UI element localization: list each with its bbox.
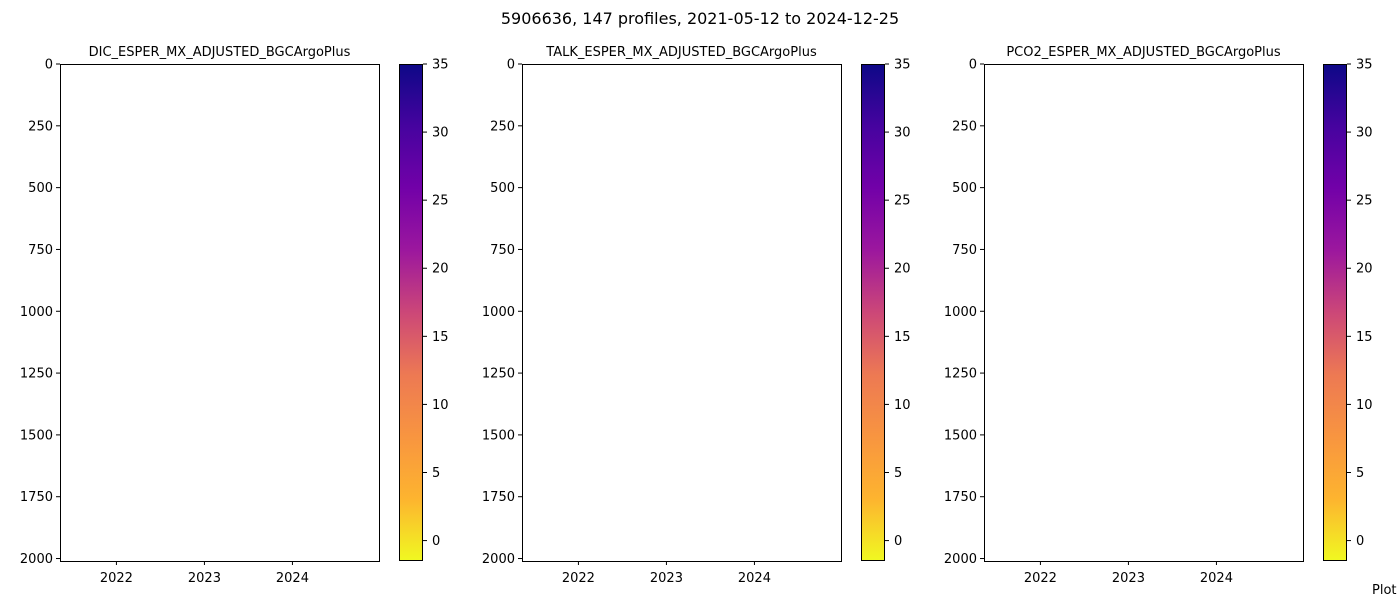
colorbar-tick-label: 20	[432, 262, 449, 277]
y-tick-label: 250	[490, 119, 515, 134]
y-tick-label: 500	[952, 181, 977, 196]
panels: DIC_ESPER_MX_ADJUSTED_BGCArgoPlus0250500…	[20, 45, 1373, 586]
colorbar-tick-label: 25	[894, 194, 911, 209]
colorbar-tick-label: 25	[1356, 194, 1373, 209]
y-tick-label: 2000	[944, 552, 977, 567]
y-tick-label: 250	[28, 119, 53, 134]
y-tick-label: 750	[490, 243, 515, 258]
y-tick-label: 750	[28, 243, 53, 258]
y-tick-label: 1000	[482, 305, 515, 320]
colorbar-tick-label: 0	[432, 534, 440, 549]
y-tick-label: 1000	[20, 305, 53, 320]
colorbar-tick-label: 25	[432, 194, 449, 209]
colorbar	[861, 64, 885, 561]
y-tick-label: 1750	[944, 490, 977, 505]
colorbar-tick-label: 0	[894, 534, 902, 549]
colorbar	[1323, 64, 1347, 561]
corner-text: Plot	[1372, 583, 1397, 598]
colorbar-tick-label: 5	[894, 466, 902, 481]
colorbar-tick-label: 15	[1356, 330, 1373, 345]
colorbar-tick-label: 5	[1356, 466, 1364, 481]
colorbar-tick-label: 10	[1356, 398, 1373, 413]
colorbar-tick-label: 10	[432, 398, 449, 413]
colorbar-tick-label: 30	[894, 126, 911, 141]
y-tick-label: 1500	[944, 428, 977, 443]
plot-frame	[522, 64, 842, 562]
colorbar-tick-label: 35	[894, 58, 911, 73]
y-tick-label: 1000	[944, 305, 977, 320]
y-tick-label: 750	[952, 243, 977, 258]
colorbar-tick-label: 15	[432, 330, 449, 345]
colorbar	[399, 64, 423, 561]
y-tick-label: 2000	[20, 552, 53, 567]
colorbar-frame	[1323, 64, 1347, 561]
y-tick-label: 1750	[20, 490, 53, 505]
y-tick-label: 500	[490, 181, 515, 196]
colorbar-tick-label: 35	[432, 58, 449, 73]
y-tick-label: 0	[969, 58, 977, 73]
colorbar-tick-label: 0	[1356, 534, 1364, 549]
y-tick-label: 0	[45, 58, 53, 73]
plot-frame	[984, 64, 1304, 562]
chart-panel: DIC_ESPER_MX_ADJUSTED_BGCArgoPlus0250500…	[20, 45, 449, 586]
x-tick-label: 2022	[562, 571, 595, 586]
figure-title: 5906636, 147 profiles, 2021-05-12 to 202…	[501, 9, 899, 28]
chart-panel: PCO2_ESPER_MX_ADJUSTED_BGCArgoPlus025050…	[944, 45, 1373, 586]
y-tick-label: 1750	[482, 490, 515, 505]
panel-title: TALK_ESPER_MX_ADJUSTED_BGCArgoPlus	[545, 45, 817, 60]
colorbar-tick-label: 5	[432, 466, 440, 481]
colorbar-tick-label: 15	[894, 330, 911, 345]
colorbar-tick-label: 30	[1356, 126, 1373, 141]
x-tick-label: 2023	[1112, 571, 1145, 586]
y-tick-label: 500	[28, 181, 53, 196]
plot-frame	[60, 64, 380, 562]
y-tick-label: 1250	[482, 367, 515, 382]
y-tick-label: 1500	[482, 428, 515, 443]
y-tick-label: 0	[507, 58, 515, 73]
colorbar-tick-label: 30	[432, 126, 449, 141]
colorbar-tick-label: 20	[894, 262, 911, 277]
y-tick-label: 1250	[20, 367, 53, 382]
y-tick-label: 1500	[20, 428, 53, 443]
y-tick-label: 1250	[944, 367, 977, 382]
x-tick-label: 2024	[738, 571, 771, 586]
y-tick-label: 2000	[482, 552, 515, 567]
colorbar-tick-label: 20	[1356, 262, 1373, 277]
x-tick-label: 2022	[100, 571, 133, 586]
colorbar-frame	[399, 64, 423, 561]
colorbar-frame	[861, 64, 885, 561]
x-tick-label: 2024	[276, 571, 309, 586]
x-tick-label: 2024	[1200, 571, 1233, 586]
x-tick-label: 2023	[650, 571, 683, 586]
y-tick-label: 250	[952, 119, 977, 134]
chart-panel: TALK_ESPER_MX_ADJUSTED_BGCArgoPlus025050…	[482, 45, 911, 586]
panel-title: PCO2_ESPER_MX_ADJUSTED_BGCArgoPlus	[1006, 45, 1281, 60]
x-tick-label: 2022	[1024, 571, 1057, 586]
panel-title: DIC_ESPER_MX_ADJUSTED_BGCArgoPlus	[89, 45, 351, 60]
x-tick-label: 2023	[188, 571, 221, 586]
colorbar-tick-label: 10	[894, 398, 911, 413]
colorbar-tick-label: 35	[1356, 58, 1373, 73]
